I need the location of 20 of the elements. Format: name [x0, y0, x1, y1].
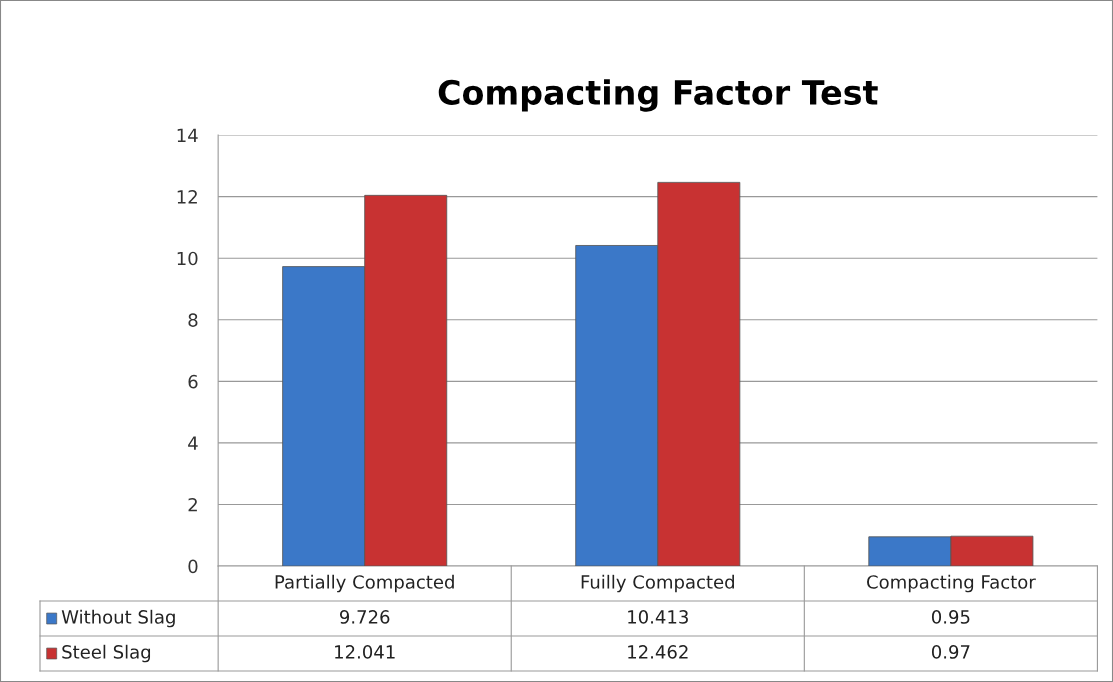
- data-label: 0.95: [931, 610, 970, 624]
- y-tick-label: 6: [188, 374, 198, 389]
- legend-label: Steel Slag: [62, 644, 151, 663]
- chart-title: Compacting Factor Test: [438, 79, 878, 112]
- y-tick-label: 2: [188, 497, 197, 512]
- y-tick-label: 0: [188, 559, 198, 574]
- data-label: 9.726: [339, 610, 390, 624]
- legend-label: Without Slag: [61, 609, 175, 628]
- y-tick-label: 14: [177, 128, 198, 142]
- data-label: 0.97: [931, 645, 970, 659]
- y-tick-label: 4: [188, 436, 198, 450]
- y-tick-label: 12: [177, 190, 197, 204]
- data-label: 12.462: [628, 645, 688, 659]
- y-tick-label: 8: [188, 313, 198, 327]
- x-tick-label: Partially Compacted: [275, 574, 454, 593]
- data-label: 10.413: [628, 610, 688, 624]
- x-tick-label: Compacting Factor: [867, 574, 1036, 593]
- y-tick-label: 10: [177, 251, 198, 266]
- data-label: 12.041: [335, 645, 395, 659]
- x-tick-label: Fuilly Compacted: [581, 574, 734, 593]
